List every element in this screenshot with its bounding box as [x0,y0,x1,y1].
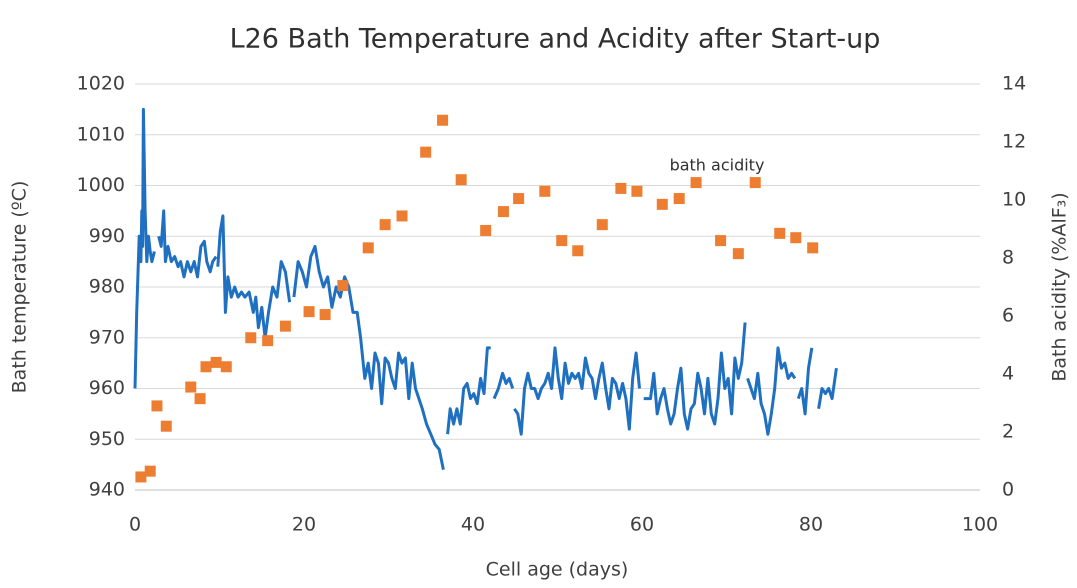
acidity-point [245,332,257,344]
acidity-point [362,242,374,254]
y2-tick-label: 12 [1002,131,1026,153]
acidity-point [144,465,156,477]
y-tick-label: 1010 [77,123,125,145]
acidity-point [210,356,222,368]
acidity-point [303,306,315,318]
acidity-point [420,146,432,158]
acidity-point [455,174,467,186]
y-tick-label: 970 [89,326,125,348]
acidity-point [690,177,702,189]
acidity-point [790,232,802,244]
chart-title: L26 Bath Temperature and Acidity after S… [230,24,881,55]
x-tick-label: 20 [292,514,316,536]
acidity-point [572,245,584,257]
acidity-point [160,420,172,432]
acidity-point [513,193,525,205]
x-tick-label: 40 [461,514,485,536]
temperature-line [133,107,838,471]
acidity-point [539,185,551,197]
acidity-point [396,210,408,222]
acidity-point [673,193,685,205]
acidity-point [437,114,449,126]
x-tick-label: 80 [799,514,823,536]
y-tick-label: 960 [89,377,125,399]
y-tick-label: 1020 [77,73,125,95]
y2-tick-label: 0 [1002,479,1014,501]
acidity-point [656,198,668,210]
acidity-point [135,471,147,483]
acidity-point [151,400,163,412]
acidity-point [279,320,291,332]
acidity-point [220,361,232,373]
x-tick-label: 60 [630,514,654,536]
y2-tick-label: 10 [1002,189,1026,211]
y-tick-label: 940 [89,479,125,501]
y2-tick-label: 14 [1002,73,1026,95]
acidity-point [185,381,197,393]
y2-axis-title: Bath acidity (%AlF₃) [1049,192,1071,381]
acidity-point [807,242,819,254]
y2-tick-label: 2 [1002,421,1014,443]
y2-tick-label: 8 [1002,247,1014,269]
acidity-point [319,309,331,321]
acidity-point [596,219,608,231]
acidity-point [194,393,206,405]
acidity-point [732,248,744,260]
x-tick-label: 0 [129,514,141,536]
y-tick-label: 1000 [77,174,125,196]
acidity-point [615,182,627,194]
acidity-point [337,280,349,292]
y-tick-label: 990 [89,225,125,247]
acidity-point [379,219,391,231]
acidity-point [480,224,492,236]
y2-tick-label: 6 [1002,305,1014,327]
y-tick-label: 950 [89,428,125,450]
acidity-point [749,177,761,189]
acidity-point [200,361,212,373]
y-tick-label: 980 [89,276,125,298]
acidity-point [631,185,643,197]
acidity-point [556,235,568,247]
x-axis-title: Cell age (days) [486,559,629,581]
acidity-point [774,227,786,239]
y-axis-title: Bath temperature (ºC) [9,181,31,394]
acidity-point [497,206,509,218]
annotation: bath acidity [670,156,765,175]
y2-tick-label: 4 [1002,363,1014,385]
acidity-point [262,335,274,347]
acidity-point [715,235,727,247]
x-tick-label: 100 [962,514,998,536]
